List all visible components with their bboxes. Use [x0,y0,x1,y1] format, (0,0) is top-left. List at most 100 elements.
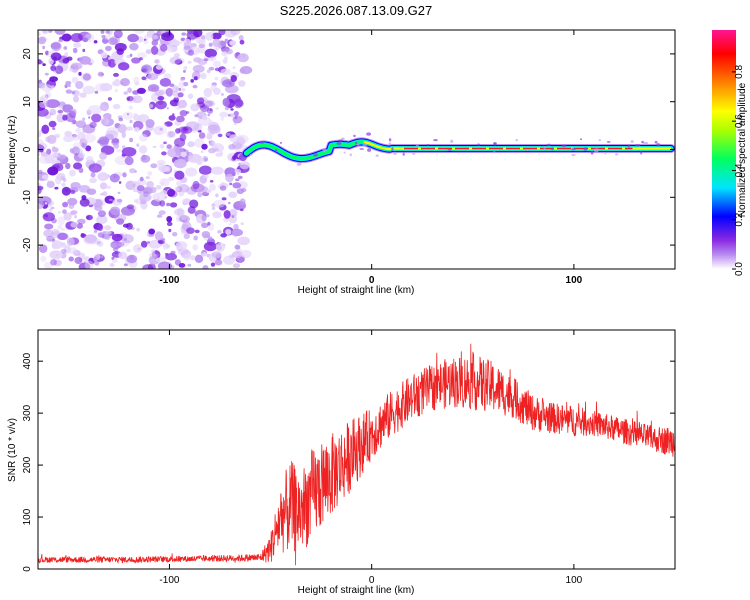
noise-blob [181,32,187,36]
signal-speck [604,152,607,155]
noise-blob [190,36,195,41]
noise-blob [234,98,243,107]
noise-blob [129,119,133,124]
noise-blob [150,45,159,55]
noise-blob [75,81,84,89]
noise-blob [116,48,124,55]
noise-blob [161,151,167,156]
noise-blob [160,190,168,195]
signal-speck [630,140,634,143]
noise-blob [66,237,75,246]
noise-blob [82,117,86,121]
noise-blob [231,172,236,177]
noise-blob [133,127,140,132]
noise-blob [230,30,241,36]
noise-blob [206,189,212,194]
noise-blob [150,163,158,169]
noise-blob [201,115,207,120]
noise-blob [197,192,203,198]
y-tick-label: 100 [22,508,33,525]
noise-blob [69,110,76,118]
noise-blob [179,40,183,44]
noise-blob [105,30,110,34]
noise-blob [50,41,62,52]
noise-blob [79,198,90,207]
noise-blob [62,57,70,64]
noise-blob [129,43,139,51]
colorbar-tick-label: 0.4 [734,163,745,177]
noise-blob [176,207,184,217]
noise-blob [53,259,62,267]
noise-blob [182,198,192,205]
noise-blob [111,256,115,260]
noise-blob [93,40,98,44]
noise-blob [183,253,191,261]
noise-blob [73,42,82,48]
noise-blob [105,130,119,140]
noise-blob [163,141,167,145]
noise-blob [57,216,65,226]
noise-blob [194,254,204,263]
noise-blob [237,172,240,176]
signal-speck [366,132,372,136]
noise-blob [207,124,221,134]
noise-blob [201,35,206,40]
noise-blob [193,57,202,63]
x-tick-label: 100 [566,275,583,286]
noise-blob [137,52,147,59]
noise-blob [65,162,71,170]
noise-blob [93,257,98,262]
noise-blob [157,96,165,101]
noise-blob [187,49,195,56]
noise-blob [174,137,186,148]
noise-blob [105,230,112,235]
noise-blob [213,199,226,208]
noise-blob [79,56,91,65]
noise-blob [154,231,164,241]
noise-blob [214,67,220,72]
noise-blob [127,95,134,102]
noise-blob [94,229,98,233]
noise-blob [214,76,219,81]
noise-blob [198,165,212,175]
noise-blob [231,215,235,219]
noise-blob [78,71,82,76]
noise-blob [200,72,207,80]
noise-blob [50,52,62,61]
noise-blob [159,127,163,131]
noise-blob [175,241,188,250]
noise-blob [118,241,125,247]
noise-blob [204,100,216,107]
noise-blob [41,84,53,92]
noise-blob [215,245,222,251]
noise-blob [68,247,77,255]
signal-speck [296,162,302,166]
noise-blob [230,75,237,82]
noise-blob [239,39,245,45]
noise-blob [51,243,58,250]
signal-speck [353,134,356,138]
noise-blob [117,191,121,195]
noise-blob [229,134,238,143]
snr-x-label: Height of straight line (km) [298,585,415,596]
noise-blob [212,211,222,219]
noise-blob [166,107,169,110]
noise-blob [173,96,179,103]
noise-blob [193,235,198,241]
noise-blob [86,155,94,163]
noise-blob [42,45,46,50]
noise-blob [203,58,209,62]
signal-speck [367,148,372,152]
noise-blob [211,32,222,40]
noise-blob [157,239,163,244]
noise-blob [234,244,241,250]
noise-blob [194,229,200,234]
noise-blob [121,234,134,244]
noise-blob [151,39,159,46]
noise-blob [225,132,231,136]
noise-blob [121,132,127,138]
x-tick-label: -100 [159,275,179,286]
noise-blob [219,111,229,118]
noise-blob [165,87,174,97]
noise-blob [74,256,83,265]
